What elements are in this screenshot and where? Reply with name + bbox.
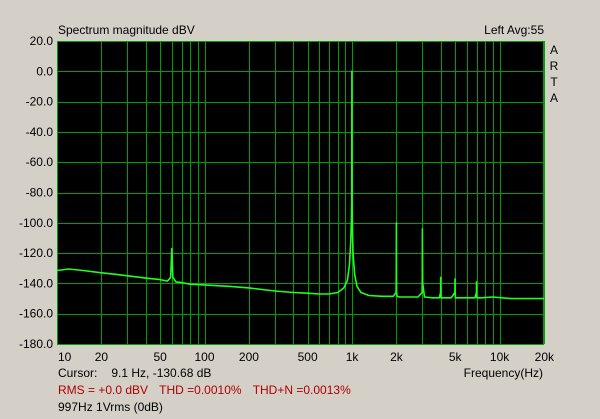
x-tick-label: 500 xyxy=(298,350,318,364)
y-tick-label: -100.0 xyxy=(19,216,53,230)
x-tick-labels: 10 20 50 100 200 500 1k 2k 5k 10k 20k xyxy=(58,350,555,364)
brand-letter: T xyxy=(550,75,558,89)
x-tick-label: 20 xyxy=(95,350,109,364)
measurement-note: 997Hz 1Vrms (0dB) xyxy=(58,400,163,414)
x-tick-label: 5k xyxy=(449,350,463,364)
cursor-label: Cursor: xyxy=(58,366,98,380)
y-tick-label: -20.0 xyxy=(26,95,54,109)
y-tick-label: -80.0 xyxy=(26,186,54,200)
chart-title: Spectrum magnitude dBV xyxy=(58,23,195,37)
x-tick-label: 10 xyxy=(58,350,72,364)
y-tick-label: -120.0 xyxy=(19,246,53,260)
y-tick-label: -60.0 xyxy=(26,155,54,169)
y-tick-label: -180.0 xyxy=(19,337,53,351)
x-tick-label: 1k xyxy=(346,350,360,364)
x-tick-label: 2k xyxy=(390,350,404,364)
brand-vertical-label: A R T A xyxy=(548,42,560,106)
spectrum-trace xyxy=(56,70,544,300)
y-tick-label: -160.0 xyxy=(19,307,53,321)
series-line xyxy=(56,70,544,300)
y-tick-label: -140.0 xyxy=(19,276,53,290)
cursor-readout: Cursor: 9.1 Hz, -130.68 dB xyxy=(58,366,211,380)
grid-lines xyxy=(57,41,545,345)
y-tick-label: -40.0 xyxy=(26,125,54,139)
x-tick-label: 10k xyxy=(490,350,510,364)
brand-letter: A xyxy=(549,91,558,105)
thd-readout: THD =0.0010% xyxy=(159,383,242,397)
y-tick-label: 20.0 xyxy=(30,34,54,48)
y-tick-labels: 20.0 0.0 -20.0 -40.0 -60.0 -80.0 -100.0 -120.0 -… xyxy=(19,34,53,351)
x-tick-label: 200 xyxy=(239,350,259,364)
measurement-stats: RMS = +0.0 dBV THD =0.0010% THD+N =0.001… xyxy=(58,383,359,397)
x-tick-label: 50 xyxy=(153,350,167,364)
x-tick-label: 20k xyxy=(535,350,555,364)
x-tick-label: 100 xyxy=(195,350,215,364)
thdn-readout: THD+N =0.0013% xyxy=(252,383,351,397)
rms-readout: RMS = +0.0 dBV xyxy=(58,383,149,397)
channel-avg-label: Left Avg:55 xyxy=(484,23,544,37)
x-axis-label: Frequency(Hz) xyxy=(463,366,543,380)
brand-letter: A xyxy=(549,43,558,57)
cursor-value: 9.1 Hz, -130.68 dB xyxy=(111,366,212,380)
brand-letter: R xyxy=(549,59,559,73)
y-tick-label: 0.0 xyxy=(36,64,53,78)
